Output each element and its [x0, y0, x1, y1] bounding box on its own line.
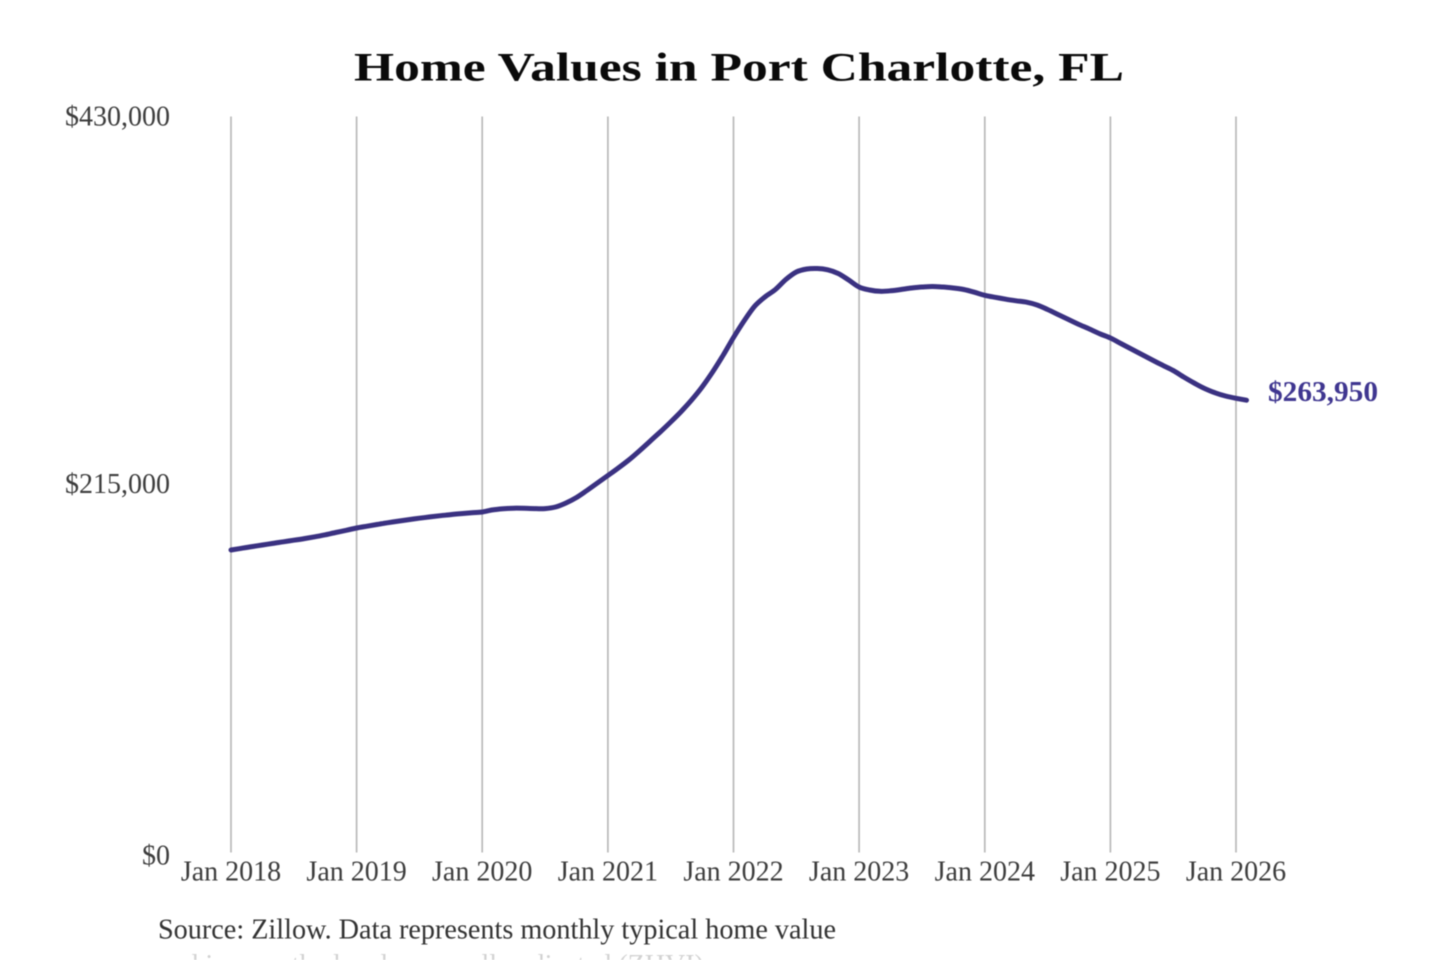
- svg-text:and is smoothed and seasonally: and is smoothed and seasonally adjusted …: [158, 950, 711, 960]
- svg-text:Jan 2023: Jan 2023: [809, 857, 909, 888]
- svg-text:$430,000: $430,000: [65, 102, 170, 133]
- svg-text:Source: Zillow. Data represent: Source: Zillow. Data represents monthly …: [158, 915, 836, 946]
- svg-text:Jan 2025: Jan 2025: [1060, 857, 1160, 888]
- svg-text:Jan 2022: Jan 2022: [683, 857, 783, 888]
- svg-text:$215,000: $215,000: [65, 469, 170, 500]
- svg-text:$0: $0: [142, 841, 170, 872]
- svg-text:Home Values in Port Charlotte,: Home Values in Port Charlotte, FL: [354, 45, 1124, 90]
- svg-text:Jan 2024: Jan 2024: [935, 857, 1035, 888]
- svg-text:Jan 2026: Jan 2026: [1186, 857, 1286, 888]
- svg-text:$263,950: $263,950: [1268, 377, 1378, 408]
- svg-text:Jan 2018: Jan 2018: [181, 857, 281, 888]
- svg-text:Jan 2019: Jan 2019: [306, 857, 406, 888]
- svg-text:Jan 2020: Jan 2020: [432, 857, 532, 888]
- svg-text:Jan 2021: Jan 2021: [558, 857, 658, 888]
